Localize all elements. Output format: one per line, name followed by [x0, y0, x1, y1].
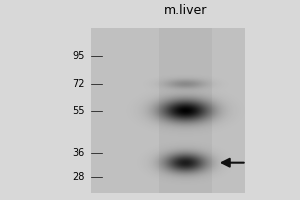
Text: 72: 72 — [72, 79, 85, 89]
Bar — [91, 28, 245, 193]
Bar — [159, 28, 212, 193]
Text: 55: 55 — [72, 106, 85, 116]
Text: 95: 95 — [72, 51, 85, 61]
Text: 28: 28 — [72, 172, 85, 182]
Text: 36: 36 — [72, 148, 85, 158]
Text: m.liver: m.liver — [164, 4, 207, 17]
